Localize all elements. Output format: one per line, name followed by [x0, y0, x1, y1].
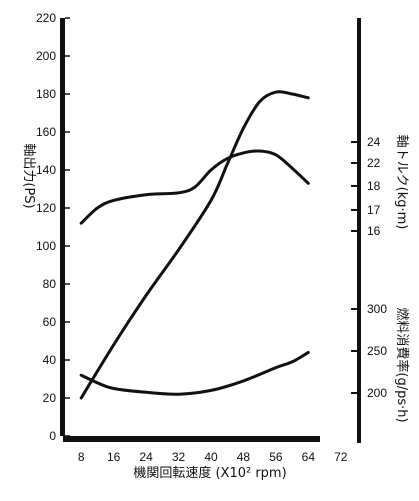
- x-tick-label: 56: [269, 450, 283, 464]
- left-axis-ticks: 0 20 40 60 80 100 120 140 160 180 200 220: [36, 11, 70, 443]
- y-tick-label: 200: [36, 49, 56, 63]
- x-tick-label: 24: [139, 450, 153, 464]
- x-axis-title: 機関回転速度 (X10² rpm): [133, 465, 286, 481]
- y-tick-label: 0: [49, 429, 56, 443]
- torque-tick-label: 16: [367, 224, 381, 238]
- y-tick-label: 160: [36, 125, 56, 139]
- fuel-tick-label: 200: [367, 386, 387, 400]
- x-tick-label: 16: [107, 450, 121, 464]
- x-axis-ticks: 8 16 24 32 40 48 56 64 72: [78, 450, 348, 464]
- torque-tick-label: 18: [367, 179, 381, 193]
- series-line-3: [79, 350, 310, 396]
- torque-tick-label: 24: [367, 135, 381, 149]
- y-tick-label: 100: [36, 239, 56, 253]
- fuel-tick-label: 300: [367, 302, 387, 316]
- torque-axis-title: 軸トルク(kg·m): [394, 135, 409, 230]
- y-tick-label: 120: [36, 201, 56, 215]
- left-axis-bar: [60, 18, 65, 436]
- x-tick-label: 48: [237, 450, 251, 464]
- torque-tick-label: 22: [367, 156, 381, 170]
- x-axis-bar: [63, 436, 320, 442]
- x-tick-label: 72: [334, 450, 348, 464]
- y-tick-label: 60: [43, 315, 57, 329]
- torque-tick-label: 17: [367, 203, 381, 217]
- right-axis-bar: [357, 18, 361, 443]
- y-tick-label: 180: [36, 87, 56, 101]
- x-tick-label: 64: [302, 450, 316, 464]
- y-tick-label: 40: [43, 353, 57, 367]
- x-tick-label: 8: [78, 450, 85, 464]
- y-tick-label: 80: [43, 277, 57, 291]
- fuel-axis-title: 燃料消費率(g/ps·h): [394, 307, 410, 422]
- fuel-tick-label: 250: [367, 344, 387, 358]
- left-axis-title: 軸出力(PS): [21, 143, 36, 208]
- fuel-axis-ticks: 200 250 300: [351, 302, 387, 400]
- y-tick-label: 20: [43, 391, 57, 405]
- series-layer: [79, 90, 310, 400]
- torque-axis-ticks: 16 17 18 22 24: [351, 135, 381, 238]
- x-tick-label: 32: [172, 450, 186, 464]
- y-tick-label: 140: [36, 163, 56, 177]
- series-line-2: [79, 149, 310, 225]
- x-tick-label: 40: [204, 450, 218, 464]
- y-tick-label: 220: [36, 11, 56, 25]
- series-line-1: [79, 90, 310, 400]
